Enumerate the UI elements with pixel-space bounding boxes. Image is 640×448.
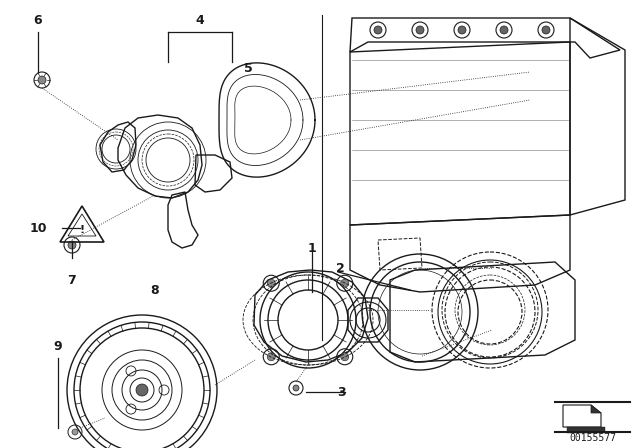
Text: 9: 9 <box>54 340 62 353</box>
Circle shape <box>68 241 76 249</box>
Text: 3: 3 <box>338 385 346 399</box>
Text: 2: 2 <box>335 262 344 275</box>
Circle shape <box>72 429 78 435</box>
Polygon shape <box>591 405 601 413</box>
Circle shape <box>340 279 349 287</box>
Text: !: ! <box>79 225 84 235</box>
Circle shape <box>416 26 424 34</box>
Circle shape <box>268 353 275 361</box>
Polygon shape <box>563 405 601 427</box>
Text: 00155577: 00155577 <box>569 433 616 443</box>
Circle shape <box>542 26 550 34</box>
Circle shape <box>374 26 382 34</box>
Circle shape <box>136 384 148 396</box>
Text: 5: 5 <box>244 61 252 74</box>
Text: 6: 6 <box>34 13 42 26</box>
Circle shape <box>38 76 46 84</box>
Text: 10: 10 <box>29 221 47 234</box>
Polygon shape <box>567 427 605 433</box>
Circle shape <box>293 385 299 391</box>
Text: 1: 1 <box>308 241 316 254</box>
Circle shape <box>458 26 466 34</box>
Circle shape <box>500 26 508 34</box>
Circle shape <box>268 279 275 287</box>
Text: 7: 7 <box>68 273 76 287</box>
Circle shape <box>340 353 349 361</box>
Text: 4: 4 <box>196 13 204 26</box>
Text: 8: 8 <box>150 284 159 297</box>
